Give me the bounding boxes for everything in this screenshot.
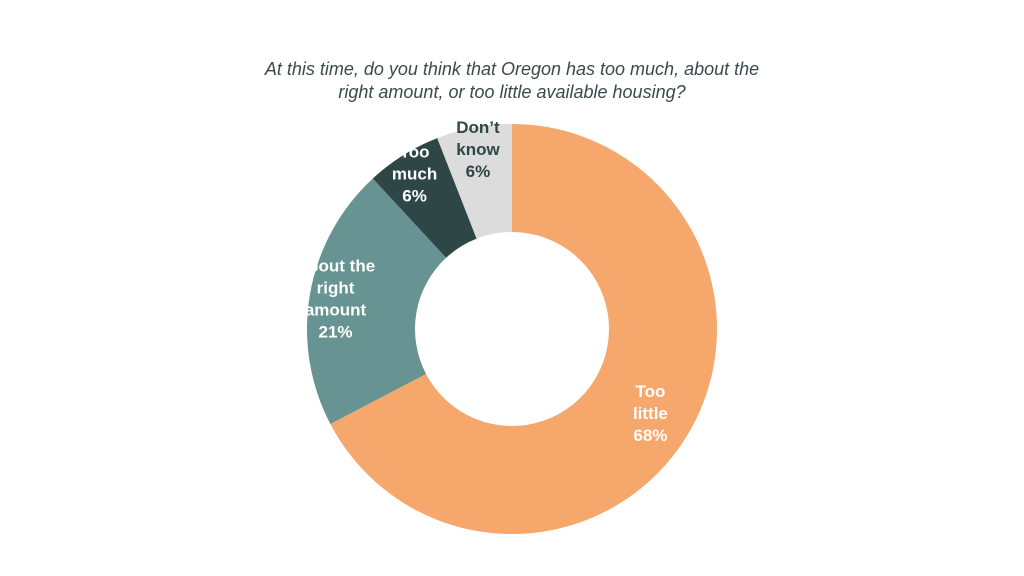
slice-label-line: little [633,404,668,423]
slice-label-line: much [392,165,437,184]
slice-label-line: Don’t [456,118,500,137]
donut-slices [307,124,718,535]
slice-don-t-know [437,124,512,239]
slice-label-line: know [456,140,500,159]
chart-title-line-1: At this time, do you think that Oregon h… [264,59,760,79]
slice-too-much [372,138,477,258]
chart-title: At this time, do you think that Oregon h… [200,58,824,104]
slice-label-line: About the [296,257,375,276]
slice-label-line: Too [635,382,665,401]
slice-label-about-the-right-amount: About the right amount 21% [296,257,375,342]
slice-label-line: Too [400,143,430,162]
slice-label-don-t-know: Don’t know 6% [456,118,500,181]
slice-label-too-much: Too much 6% [392,143,437,206]
donut-labels: Too little 68% About the right amount 21% Too mu… [296,118,668,445]
slice-about-the-right-amount [307,178,447,425]
slice-too-little [330,124,718,535]
slice-label-line: 6% [466,162,491,181]
chart-title-line-2: right amount, or too little available ho… [338,82,686,102]
slice-label-line: 68% [633,426,667,445]
slice-label-line: amount [305,301,367,320]
slice-label-line: right [317,279,355,298]
slice-label-line: 6% [402,187,427,206]
slice-label-too-little: Too little 68% [633,382,668,445]
slice-label-line: 21% [319,323,353,342]
